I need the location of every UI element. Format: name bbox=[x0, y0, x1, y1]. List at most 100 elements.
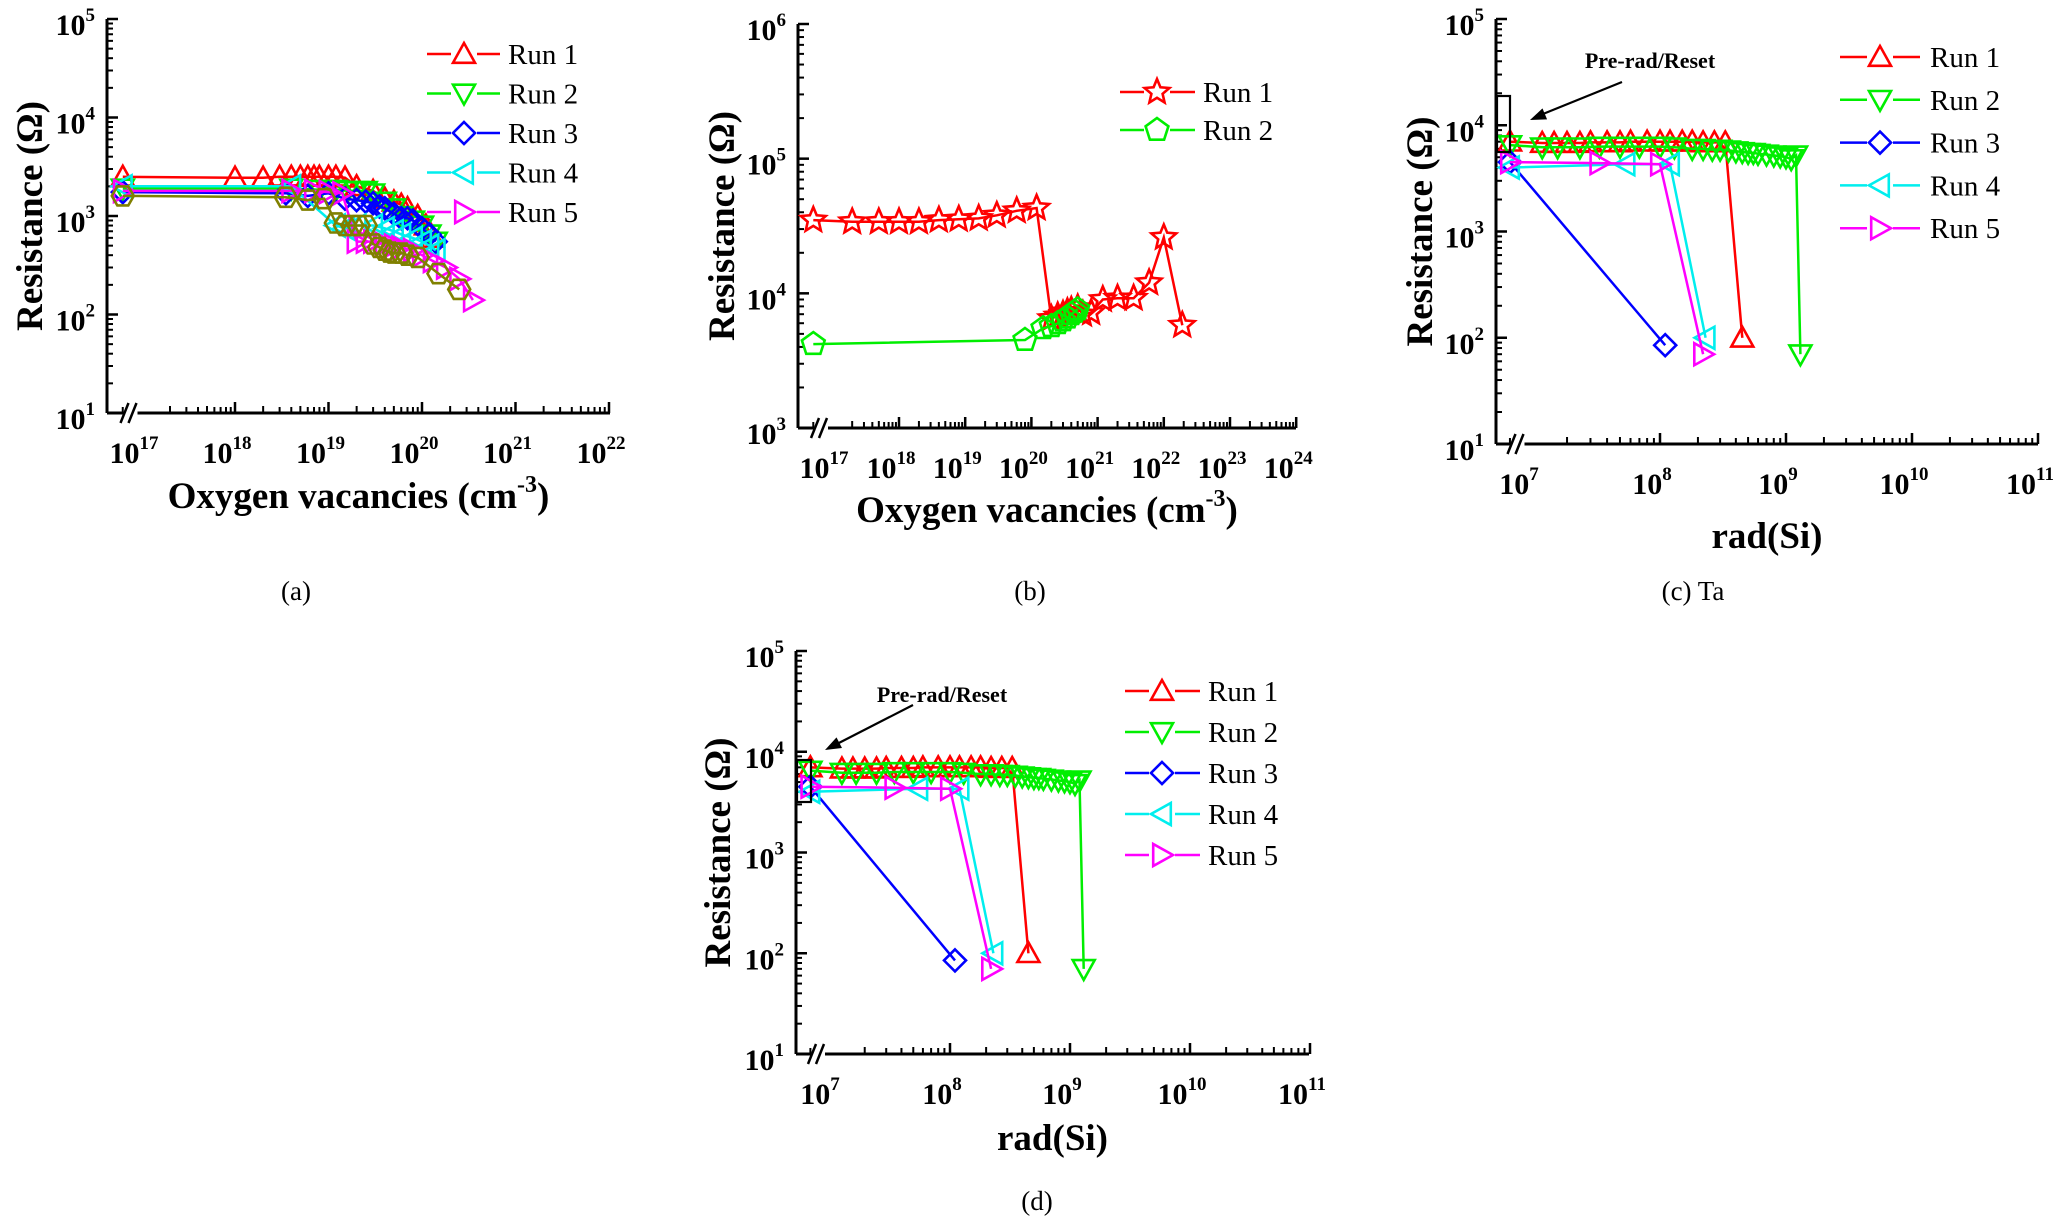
series-run-4 bbox=[1496, 150, 1716, 352]
data-point bbox=[863, 205, 895, 236]
data-point bbox=[352, 188, 379, 215]
data-point bbox=[1566, 137, 1594, 161]
legend-item: Run 1 bbox=[1840, 42, 2000, 74]
annotation-text: Pre-rad/Reset bbox=[1585, 48, 1716, 73]
pre-rad-box bbox=[795, 758, 813, 804]
panel-caption: (b) bbox=[1014, 576, 1045, 606]
x-tick-label: 1011 bbox=[1278, 1074, 1326, 1111]
legend-label: Run 2 bbox=[508, 79, 578, 111]
x-tick-label: 108 bbox=[1632, 464, 1672, 501]
legend-label: Run 5 bbox=[508, 197, 578, 229]
data-point bbox=[449, 265, 473, 293]
data-point bbox=[939, 775, 964, 802]
data-point bbox=[800, 330, 827, 356]
y-tick-label: 104 bbox=[747, 279, 787, 316]
series-line bbox=[1509, 162, 1707, 339]
legend-marker bbox=[1141, 75, 1173, 106]
data-point bbox=[394, 205, 421, 232]
data-point bbox=[936, 761, 964, 786]
axis-break-mark bbox=[809, 417, 821, 439]
legend-label: Run 3 bbox=[508, 118, 578, 150]
data-point bbox=[425, 262, 452, 285]
data-point bbox=[1617, 128, 1644, 152]
y-tick-label: 105 bbox=[747, 145, 787, 182]
legend-item: Run 2 bbox=[427, 79, 578, 111]
panel-caption: (c) Ta bbox=[1662, 576, 1725, 606]
legend-label: Run 1 bbox=[1930, 42, 2000, 74]
legend-marker-bg bbox=[451, 120, 477, 146]
data-point bbox=[945, 775, 970, 802]
panel-caption: (d) bbox=[1021, 1186, 1052, 1216]
y-tick-label: 106 bbox=[747, 10, 787, 47]
data-point bbox=[359, 212, 384, 239]
legend-label: Run 1 bbox=[508, 39, 578, 71]
x-tick-label: 1021 bbox=[1065, 448, 1114, 485]
data-point bbox=[1544, 137, 1571, 161]
data-point bbox=[943, 202, 975, 233]
data-point bbox=[359, 183, 387, 207]
data-point bbox=[1528, 137, 1556, 161]
x-tick-label: 1022 bbox=[577, 433, 626, 470]
legend-marker bbox=[450, 83, 478, 108]
data-point bbox=[1787, 344, 1814, 368]
data-point bbox=[318, 178, 343, 206]
data-point bbox=[909, 753, 937, 778]
data-point bbox=[1050, 306, 1076, 332]
y-axis-title: Resistance (Ω) bbox=[10, 101, 51, 331]
series-line bbox=[810, 785, 993, 970]
pre-rad-box bbox=[1495, 94, 1512, 154]
series-run-2 bbox=[1496, 135, 1814, 368]
data-point bbox=[1652, 332, 1679, 359]
annotation-arrow bbox=[1537, 80, 1623, 118]
legend-marker bbox=[451, 120, 477, 146]
axis-break-gap bbox=[811, 1050, 825, 1058]
legend-label: Run 3 bbox=[1208, 758, 1278, 790]
x-tick-label: 1022 bbox=[1131, 448, 1180, 485]
y-tick-label: 102 bbox=[1445, 324, 1485, 361]
data-point bbox=[1729, 324, 1756, 348]
data-point bbox=[1777, 149, 1805, 173]
legend-label: Run 1 bbox=[1208, 676, 1278, 708]
data-point bbox=[1782, 145, 1810, 170]
y-tick-label: 105 bbox=[56, 5, 96, 42]
panel-c: 101 102 103 104 105 107 108 109 1010 1011 Resistan… bbox=[1400, 5, 2054, 606]
data-point bbox=[903, 205, 935, 236]
legend-label: Run 3 bbox=[1930, 128, 2000, 160]
y-axis-title: Resistance (Ω) bbox=[1400, 117, 1441, 347]
data-point bbox=[1021, 191, 1053, 222]
legend-item: Run 4 bbox=[1125, 799, 1279, 831]
data-point bbox=[863, 762, 890, 787]
legend-item: Run 4 bbox=[427, 158, 579, 190]
data-point bbox=[110, 185, 136, 207]
data-point bbox=[917, 761, 945, 786]
legend-marker bbox=[1866, 89, 1894, 114]
data-point bbox=[1148, 221, 1180, 251]
legend-label: Run 4 bbox=[1208, 799, 1279, 831]
y-axis-title: Resistance (Ω) bbox=[702, 111, 743, 341]
data-point bbox=[295, 189, 321, 211]
series-line bbox=[1509, 160, 1705, 355]
legend-item: Run 1 bbox=[1125, 676, 1278, 708]
data-point bbox=[1633, 128, 1661, 152]
legend-item: Run 1 bbox=[1120, 75, 1273, 109]
y-tick-label: 104 bbox=[1445, 111, 1485, 148]
series-line bbox=[1509, 143, 1802, 355]
data-point bbox=[405, 246, 431, 269]
series-run-6 bbox=[110, 185, 472, 301]
data-point bbox=[1133, 266, 1165, 296]
y-tick-label: 101 bbox=[56, 399, 96, 436]
data-point bbox=[1586, 136, 1613, 161]
data-point bbox=[281, 177, 305, 205]
series-run-3 bbox=[797, 773, 968, 974]
y-tick-label: 104 bbox=[745, 738, 785, 775]
x-tick-label: 1019 bbox=[296, 433, 345, 470]
legend-item: Run 2 bbox=[1120, 115, 1273, 147]
x-tick-label: 1010 bbox=[1158, 1074, 1207, 1111]
legend-marker bbox=[1144, 116, 1170, 141]
x-tick-label: 1017 bbox=[800, 448, 850, 485]
data-point bbox=[323, 212, 349, 234]
y-tick-label: 101 bbox=[1445, 430, 1485, 467]
legend-item: Run 5 bbox=[427, 197, 578, 229]
annotation-text: Pre-rad/Reset bbox=[877, 682, 1008, 707]
